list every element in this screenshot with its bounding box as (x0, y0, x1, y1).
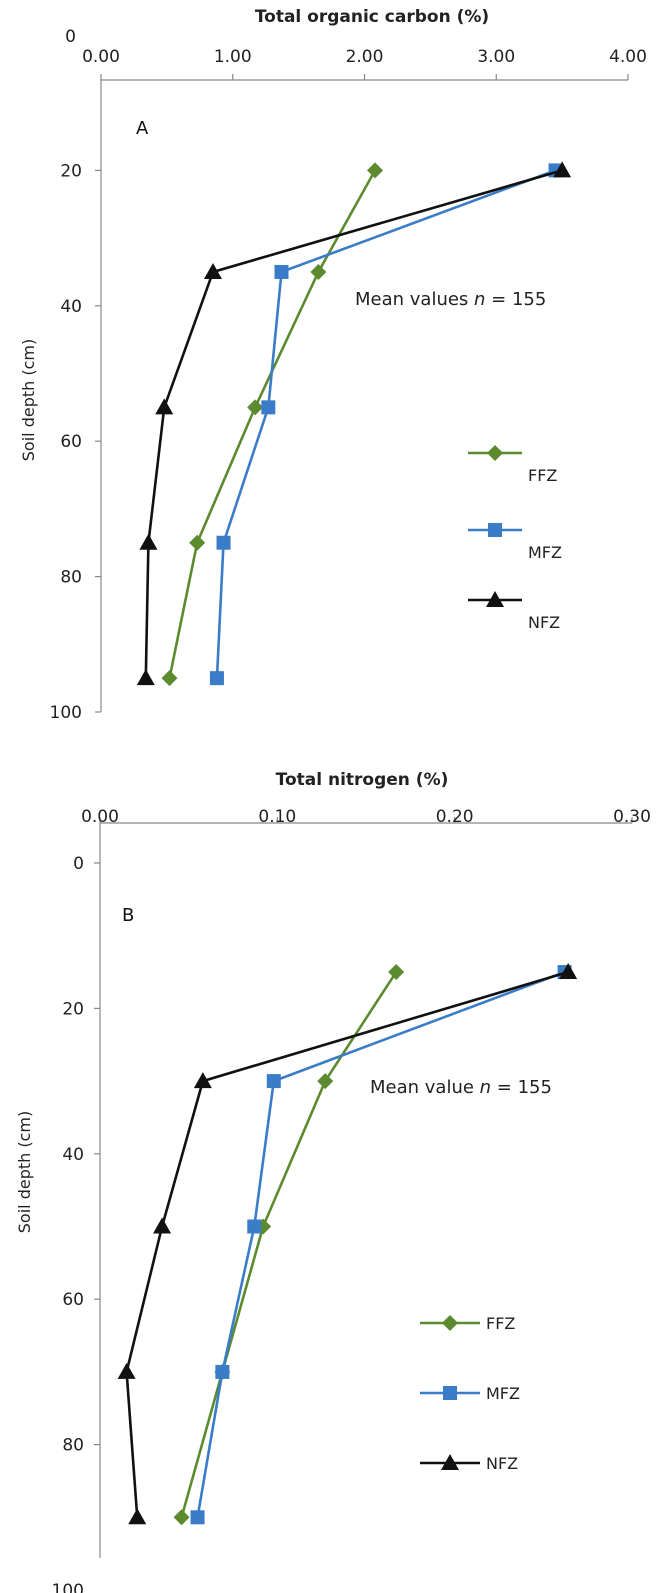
series-mfz (190, 965, 572, 1525)
chart-title: Total nitrogen (%) (276, 770, 449, 790)
y-tick-label: 100 (50, 703, 82, 723)
x-tick-label: 0.30 (613, 807, 651, 827)
data-point (216, 535, 231, 550)
data-point (193, 1072, 212, 1089)
data-point (553, 161, 572, 178)
legend-label: FFZ (528, 466, 557, 485)
data-point (155, 398, 174, 415)
series-line (180, 971, 398, 1518)
legend-item-nfz: NFZ (420, 1454, 518, 1473)
legend-marker (442, 1315, 458, 1331)
data-point (317, 1073, 334, 1090)
series-line (215, 169, 556, 679)
series-nfz (117, 963, 578, 1525)
legend: FFZ MFZ NFZ (420, 1314, 520, 1473)
data-point (139, 533, 158, 550)
x-tick-label: 0.00 (82, 47, 120, 67)
data-point (153, 1217, 172, 1234)
legend-marker (488, 523, 502, 537)
legend-marker (486, 591, 504, 607)
data-point (247, 1219, 262, 1234)
series-ffz (161, 162, 384, 687)
data-point (189, 534, 206, 551)
y-axis-label: Soil depth (cm) (19, 339, 38, 461)
x-tick-label: 1.00 (214, 47, 252, 67)
y-tick-label: 40 (62, 1145, 84, 1165)
data-point (261, 400, 276, 415)
legend-item-mfz: MFZ (468, 523, 562, 562)
data-point (310, 263, 327, 280)
y-tick-label: 80 (62, 1436, 84, 1456)
data-point (161, 670, 178, 687)
legend-label: NFZ (486, 1454, 518, 1473)
x-tick-label: 3.00 (477, 47, 515, 67)
x-tick-label: 0.10 (258, 807, 296, 827)
data-point (117, 1362, 136, 1379)
data-point (247, 399, 264, 416)
legend-marker (443, 1386, 457, 1400)
data-point (128, 1508, 147, 1525)
data-point (209, 671, 224, 686)
annotation: Mean values n = 155 (355, 289, 546, 310)
y-tick-label: 40 (60, 297, 82, 317)
y-tick-label: 60 (62, 1290, 84, 1310)
legend-item-mfz: MFZ (420, 1384, 520, 1403)
legend-item-nfz: NFZ (468, 591, 560, 632)
panel-label: A (136, 118, 149, 139)
y-tick-label: 80 (60, 568, 82, 588)
y-tick-label: 0 (65, 27, 76, 47)
data-point (173, 1509, 190, 1526)
series-nfz (136, 161, 572, 686)
legend-label: NFZ (528, 613, 560, 632)
data-point (266, 1074, 281, 1089)
y-tick-label: 20 (60, 161, 82, 181)
data-point (559, 963, 578, 980)
chart-panel-b: Total nitrogen (%) 0.00 0.10 0.20 0.30 0 20 40 6… (15, 770, 651, 1593)
legend: FFZ MFZ NFZ (468, 445, 562, 632)
legend-item-ffz: FFZ (420, 1314, 515, 1333)
y-tick-label: 60 (60, 432, 82, 452)
chart-title: Total organic carbon (%) (255, 7, 489, 27)
x-tick-label: 4.00 (609, 47, 647, 67)
data-point (215, 1364, 230, 1379)
x-tick-label: 0.00 (81, 807, 119, 827)
y-tick-label: 0 (73, 854, 84, 874)
data-point (388, 964, 405, 981)
annotation: Mean value n = 155 (370, 1077, 552, 1098)
series-line (196, 970, 566, 1518)
chart-panel-a: Total organic carbon (%) 0.00 1.00 2.00 3.00… (19, 7, 647, 723)
series-mfz (209, 163, 563, 686)
legend-label: MFZ (528, 543, 562, 562)
y-tick-label: 100 (52, 1581, 84, 1593)
legend-marker (487, 445, 503, 461)
data-point (190, 1510, 205, 1525)
data-point (136, 669, 155, 686)
legend-label: MFZ (486, 1384, 520, 1403)
y-axis-label: Soil depth (cm) (15, 1111, 34, 1233)
data-point (203, 262, 222, 279)
x-tick-label: 0.20 (436, 807, 474, 827)
data-point (367, 162, 384, 179)
legend-marker (441, 1454, 459, 1470)
x-tick-label: 2.00 (346, 47, 384, 67)
series-ffz (173, 964, 405, 1526)
series-line (168, 169, 377, 679)
panel-label: B (122, 905, 134, 926)
legend-label: FFZ (486, 1314, 515, 1333)
y-tick-label: 20 (62, 999, 84, 1019)
legend-item-ffz: FFZ (468, 445, 557, 485)
data-point (274, 264, 289, 279)
